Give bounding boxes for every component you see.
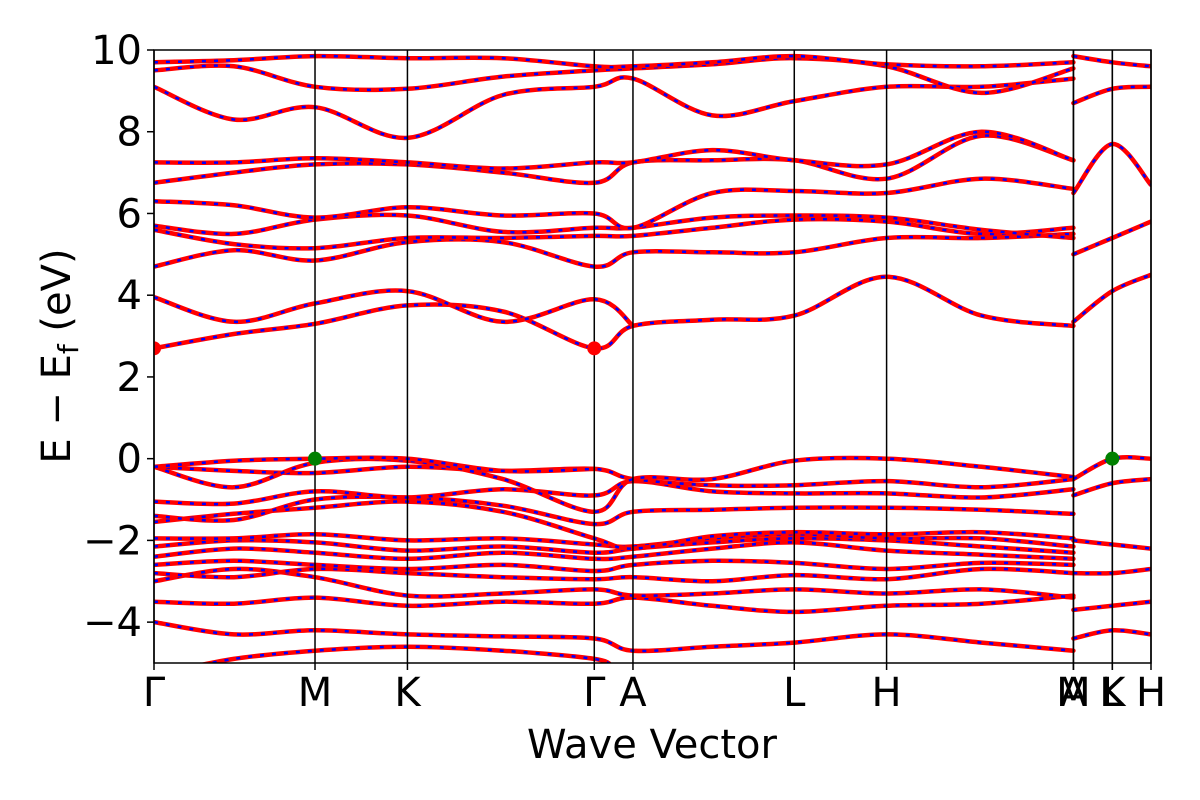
- extrema-markers: [154, 341, 1120, 466]
- band-line-overlay-10: [154, 495, 1074, 526]
- band-line-18: [154, 216, 1076, 251]
- band-line-overlay-22: [154, 130, 1074, 170]
- band-line-overlay-21: [154, 134, 1074, 185]
- x-tick-label: M: [298, 670, 333, 716]
- band-line-overlay-11: [154, 479, 1074, 506]
- band-line-overlay-20: [154, 177, 1074, 230]
- band-line-overlay-19: [154, 213, 1074, 240]
- band-line-overlay-24: [154, 56, 1074, 95]
- band-lines: [154, 53, 1151, 663]
- band-line-overlay-31: [1072, 455, 1151, 481]
- x-tick-label: L: [1101, 670, 1124, 716]
- band-line-7: [154, 536, 1076, 555]
- x-tick-label: L: [783, 670, 806, 716]
- x-axis-label: Wave Vector: [527, 722, 778, 768]
- band-line-overlay-1: [154, 620, 1074, 653]
- vbm-marker-1: [1105, 451, 1120, 466]
- band-line-25: [154, 53, 1076, 70]
- y-tick-label: 8: [117, 110, 142, 156]
- cbm-marker-1: [587, 341, 602, 356]
- band-line-overlay-33: [1072, 220, 1151, 256]
- band-line-6: [154, 540, 1076, 562]
- y-axis-label-unit: (eV): [34, 248, 80, 344]
- x-axis-ticks: Γ M K Γ A L H AM LK H: [143, 663, 1166, 716]
- y-tick-label: 6: [117, 191, 142, 237]
- y-tick-label: −2: [83, 518, 142, 564]
- y-tick-label: −4: [83, 600, 142, 646]
- x-tick-label: A: [1060, 670, 1088, 716]
- x-tick-label: Γ: [143, 670, 166, 716]
- band-line-5: [154, 558, 1076, 574]
- vbm-marker-0: [308, 451, 323, 466]
- band-line-overlay-14: [154, 456, 595, 473]
- band-line-3: [154, 566, 1076, 600]
- y-tick-label: 4: [117, 273, 142, 319]
- band-line-overlay-17: [154, 232, 1074, 268]
- band-line-12: [154, 464, 1076, 490]
- band-line-15: [154, 274, 1076, 351]
- y-axis-ticks: −4 −2 0 2 4 6 8 10: [83, 28, 154, 646]
- x-tick-label: H: [872, 670, 902, 716]
- band-line-overlay-23: [154, 76, 1074, 140]
- y-axis-label-subscript: f: [52, 343, 85, 354]
- x-tick-label: K: [1099, 670, 1127, 716]
- y-tick-label: 10: [91, 28, 142, 74]
- band-line-2: [154, 593, 1076, 615]
- y-tick-label: 2: [117, 355, 142, 401]
- band-line-4: [154, 566, 1076, 584]
- y-tick-label: 0: [117, 437, 142, 483]
- x-tick-label: M: [1056, 670, 1091, 716]
- plot-frame: [153, 49, 1152, 664]
- x-tick-label: H: [1136, 670, 1166, 716]
- band-line-overlay-9: [154, 500, 1074, 550]
- x-tick-label: A: [619, 670, 647, 716]
- cbm-marker-0: [154, 341, 161, 356]
- x-tick-label: Γ: [583, 670, 606, 716]
- band-line-overlay-13: [154, 456, 1074, 514]
- x-tick-label: K: [394, 670, 422, 716]
- y-axis-label: E − Ef (eV): [34, 248, 85, 463]
